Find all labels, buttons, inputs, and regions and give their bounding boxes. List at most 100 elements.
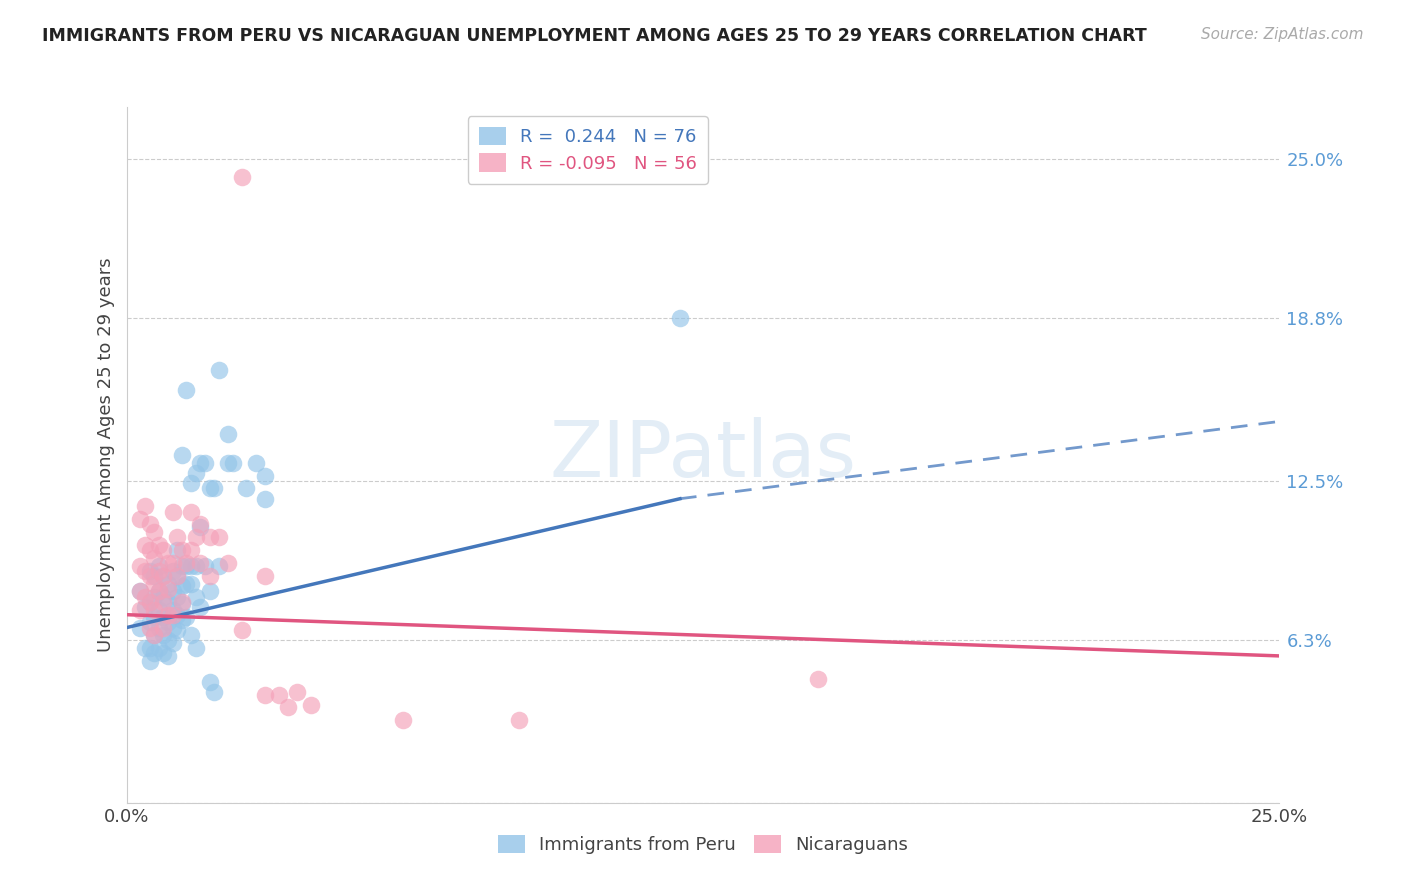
Point <box>166 530 188 544</box>
Legend: Immigrants from Peru, Nicaraguans: Immigrants from Peru, Nicaraguans <box>489 826 917 863</box>
Point <box>157 582 180 596</box>
Point <box>170 448 193 462</box>
Point <box>180 576 202 591</box>
Point <box>267 688 290 702</box>
Point <box>129 602 152 616</box>
Point <box>157 595 180 609</box>
Point <box>176 610 198 624</box>
Point <box>162 584 184 599</box>
Point <box>143 610 166 624</box>
Point <box>184 466 207 480</box>
Point <box>176 558 198 573</box>
Y-axis label: Unemployment Among Ages 25 to 29 years: Unemployment Among Ages 25 to 29 years <box>97 258 115 652</box>
Point <box>148 584 170 599</box>
Point <box>129 584 152 599</box>
Point <box>184 558 207 573</box>
Point <box>176 576 198 591</box>
Point <box>198 674 221 689</box>
Point <box>152 569 174 583</box>
Text: ZIPatlas: ZIPatlas <box>550 417 856 493</box>
Point <box>231 623 253 637</box>
Point <box>152 621 174 635</box>
Point <box>231 169 253 184</box>
Point <box>188 456 211 470</box>
Point <box>138 564 160 578</box>
Point <box>134 641 156 656</box>
Point <box>148 641 170 656</box>
Point <box>166 543 188 558</box>
Point <box>148 564 170 578</box>
Point <box>198 482 221 496</box>
Point <box>148 558 170 573</box>
Point <box>392 714 415 728</box>
Point <box>162 636 184 650</box>
Point <box>143 628 166 642</box>
Point <box>188 517 211 532</box>
Point <box>253 491 276 506</box>
Point <box>148 602 170 616</box>
Point <box>134 500 156 514</box>
Point <box>253 468 276 483</box>
Point <box>669 311 692 326</box>
Point <box>162 564 184 578</box>
Point <box>217 456 239 470</box>
Point <box>157 648 180 663</box>
Point <box>148 538 170 552</box>
Text: Source: ZipAtlas.com: Source: ZipAtlas.com <box>1201 27 1364 42</box>
Point <box>157 556 180 570</box>
Point <box>143 628 166 642</box>
Point <box>152 628 174 642</box>
Point <box>143 551 166 566</box>
Point <box>807 672 830 686</box>
Point <box>157 633 180 648</box>
Point <box>188 556 211 570</box>
Point <box>152 610 174 624</box>
Point <box>180 476 202 491</box>
Point <box>180 628 202 642</box>
Point <box>176 384 198 398</box>
Point <box>198 569 221 583</box>
Point <box>299 698 322 712</box>
Point <box>134 599 156 614</box>
Point <box>166 569 188 583</box>
Point <box>235 482 257 496</box>
Point <box>152 595 174 609</box>
Point <box>157 615 180 630</box>
Point <box>143 646 166 660</box>
Point <box>253 688 276 702</box>
Point <box>148 584 170 599</box>
Point <box>157 607 180 622</box>
Point <box>508 714 530 728</box>
Point <box>184 590 207 604</box>
Point <box>285 685 308 699</box>
Point <box>166 569 188 583</box>
Point <box>143 590 166 604</box>
Point <box>170 595 193 609</box>
Point <box>184 530 207 544</box>
Point <box>152 569 174 583</box>
Point <box>143 525 166 540</box>
Point <box>194 558 217 573</box>
Point <box>245 456 267 470</box>
Point <box>143 569 166 583</box>
Point <box>138 569 160 583</box>
Point <box>208 530 231 544</box>
Point <box>138 615 160 630</box>
Point <box>134 564 156 578</box>
Point <box>148 621 170 635</box>
Point <box>176 556 198 570</box>
Point <box>198 584 221 599</box>
Point <box>170 543 193 558</box>
Point <box>129 512 152 526</box>
Point <box>162 556 184 570</box>
Point <box>152 543 174 558</box>
Point <box>180 558 202 573</box>
Point <box>138 595 160 609</box>
Point <box>166 607 188 622</box>
Point <box>138 543 160 558</box>
Point <box>129 584 152 599</box>
Point <box>162 505 184 519</box>
Point <box>138 654 160 668</box>
Point <box>202 685 225 699</box>
Point <box>138 641 160 656</box>
